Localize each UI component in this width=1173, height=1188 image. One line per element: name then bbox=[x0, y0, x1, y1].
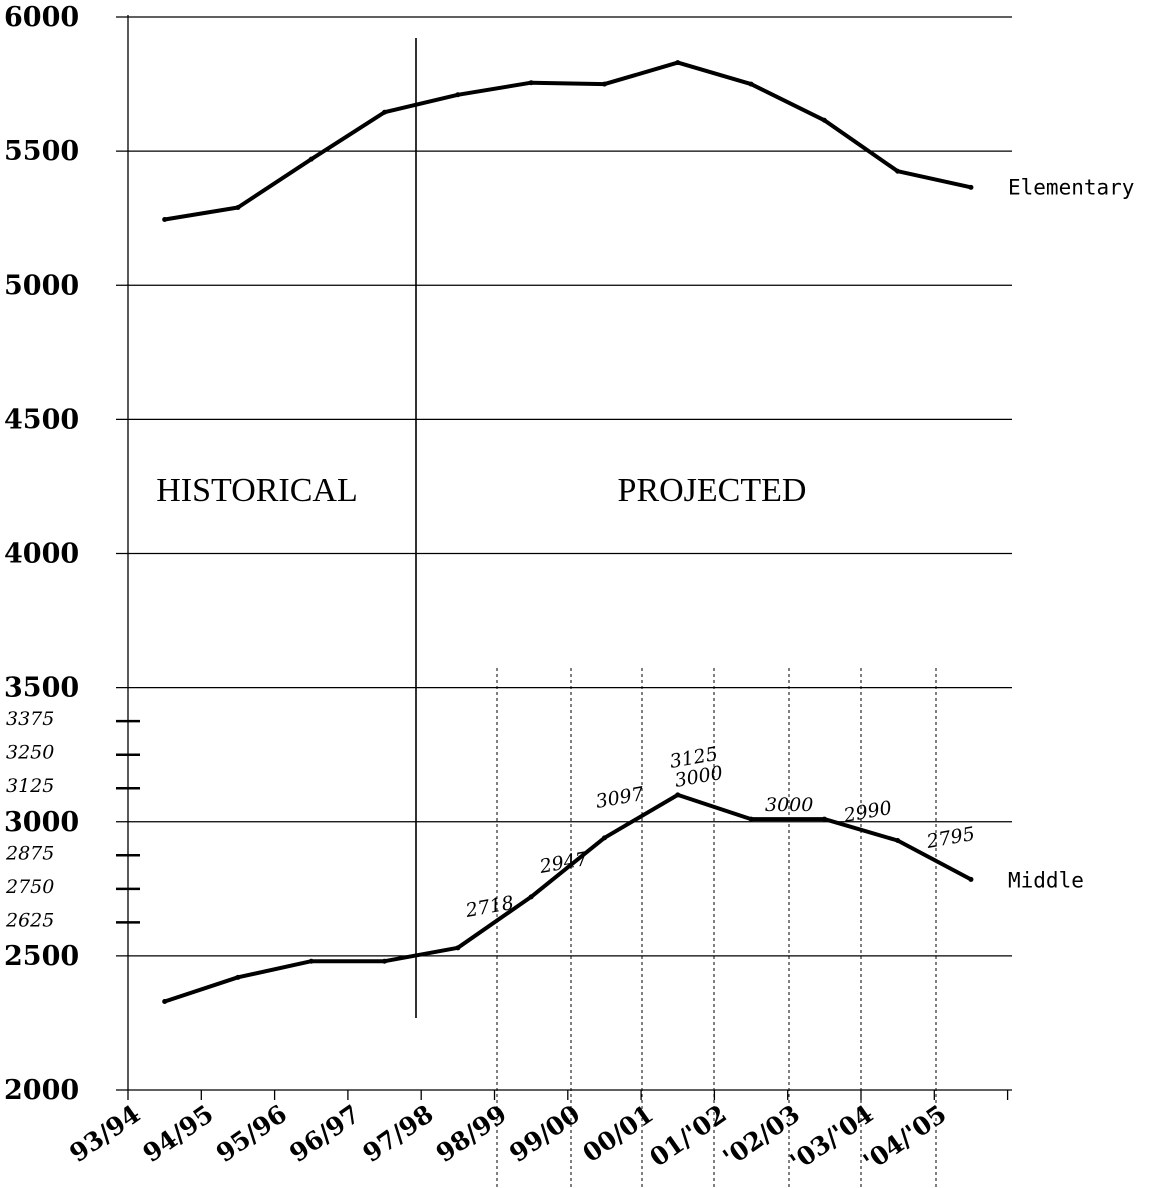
x-tick-label: 97/98 bbox=[358, 1099, 439, 1168]
y-tick-label: 4000 bbox=[4, 539, 79, 570]
data-point-elementary bbox=[968, 184, 974, 190]
y-tick-label: 5500 bbox=[4, 136, 79, 167]
x-tick-label: 01/'02 bbox=[644, 1099, 731, 1172]
projection-guides bbox=[496, 668, 937, 1188]
data-point-elementary bbox=[308, 156, 314, 162]
y-tick-label: 3500 bbox=[4, 673, 79, 704]
x-tick-label: 96/97 bbox=[284, 1099, 365, 1168]
data-point-middle bbox=[895, 838, 901, 844]
handwritten-data-label: 3000 bbox=[765, 794, 813, 816]
handwritten-tick-label: 2625 bbox=[5, 909, 54, 931]
data-point-middle bbox=[528, 894, 534, 900]
handwritten-data-label: 2795 bbox=[924, 823, 976, 853]
region-label-projected: PROJECTED bbox=[618, 472, 807, 509]
data-point-elementary bbox=[675, 60, 681, 66]
x-tick-label: '03/'04 bbox=[785, 1099, 879, 1177]
handwritten-tick-label: 3125 bbox=[6, 775, 54, 797]
data-point-middle bbox=[455, 945, 461, 951]
series-line-elementary bbox=[164, 60, 972, 222]
x-tick-label: '04/'05 bbox=[858, 1099, 952, 1177]
x-tick-label: 93/94 bbox=[64, 1099, 145, 1168]
x-tick-label: 00/01 bbox=[577, 1099, 658, 1168]
series-label-elementary: Elementary bbox=[1008, 175, 1134, 199]
y-tick-label: 2000 bbox=[4, 1075, 79, 1106]
series-layer bbox=[162, 60, 974, 1004]
handwritten-tick-label: 2875 bbox=[5, 842, 54, 864]
series-line-middle bbox=[164, 792, 972, 1004]
axes bbox=[116, 15, 1009, 1100]
x-tick-label: 99/00 bbox=[504, 1099, 585, 1168]
grid-layer bbox=[116, 16, 1012, 1091]
data-point-elementary bbox=[821, 117, 827, 123]
handwritten-tick-label: 3250 bbox=[6, 742, 54, 764]
y-tick-label: 5000 bbox=[4, 270, 79, 301]
data-point-elementary bbox=[455, 92, 461, 98]
handwritten-data-label: 2718 bbox=[463, 892, 515, 922]
data-point-elementary bbox=[235, 204, 241, 210]
data-point-middle bbox=[748, 816, 754, 822]
data-point-elementary bbox=[382, 109, 388, 115]
data-point-elementary bbox=[162, 217, 168, 223]
data-point-middle bbox=[162, 998, 168, 1004]
data-point-elementary bbox=[601, 81, 607, 87]
y-tick-label: 2500 bbox=[4, 941, 79, 972]
data-point-middle bbox=[235, 974, 241, 980]
data-point-middle bbox=[601, 835, 607, 841]
handwritten-data-label: 2947 bbox=[537, 848, 590, 878]
region-label-historical: HISTORICAL bbox=[156, 472, 358, 509]
data-point-middle bbox=[675, 792, 681, 798]
data-point-middle bbox=[821, 816, 827, 822]
x-tick-label: 98/99 bbox=[431, 1099, 512, 1168]
y-tick-label: 3000 bbox=[4, 807, 79, 838]
y-tick-label: 4500 bbox=[4, 404, 79, 435]
data-point-middle bbox=[968, 876, 974, 882]
data-point-elementary bbox=[748, 81, 754, 87]
x-tick-label: 94/95 bbox=[138, 1099, 219, 1168]
data-point-middle bbox=[382, 958, 388, 964]
handwritten-tick-label: 3375 bbox=[6, 708, 54, 730]
handwritten-data-label: 3097 bbox=[594, 783, 646, 813]
handwritten-data-label: 2990 bbox=[841, 797, 893, 827]
series-label-middle: Middle bbox=[1008, 868, 1084, 892]
handwritten-tick-label: 2750 bbox=[5, 876, 54, 898]
y-tick-label: 6000 bbox=[4, 2, 79, 33]
x-tick-label: 95/96 bbox=[211, 1099, 292, 1168]
data-point-middle bbox=[308, 958, 314, 964]
data-point-elementary bbox=[895, 168, 901, 174]
data-point-elementary bbox=[528, 80, 534, 86]
